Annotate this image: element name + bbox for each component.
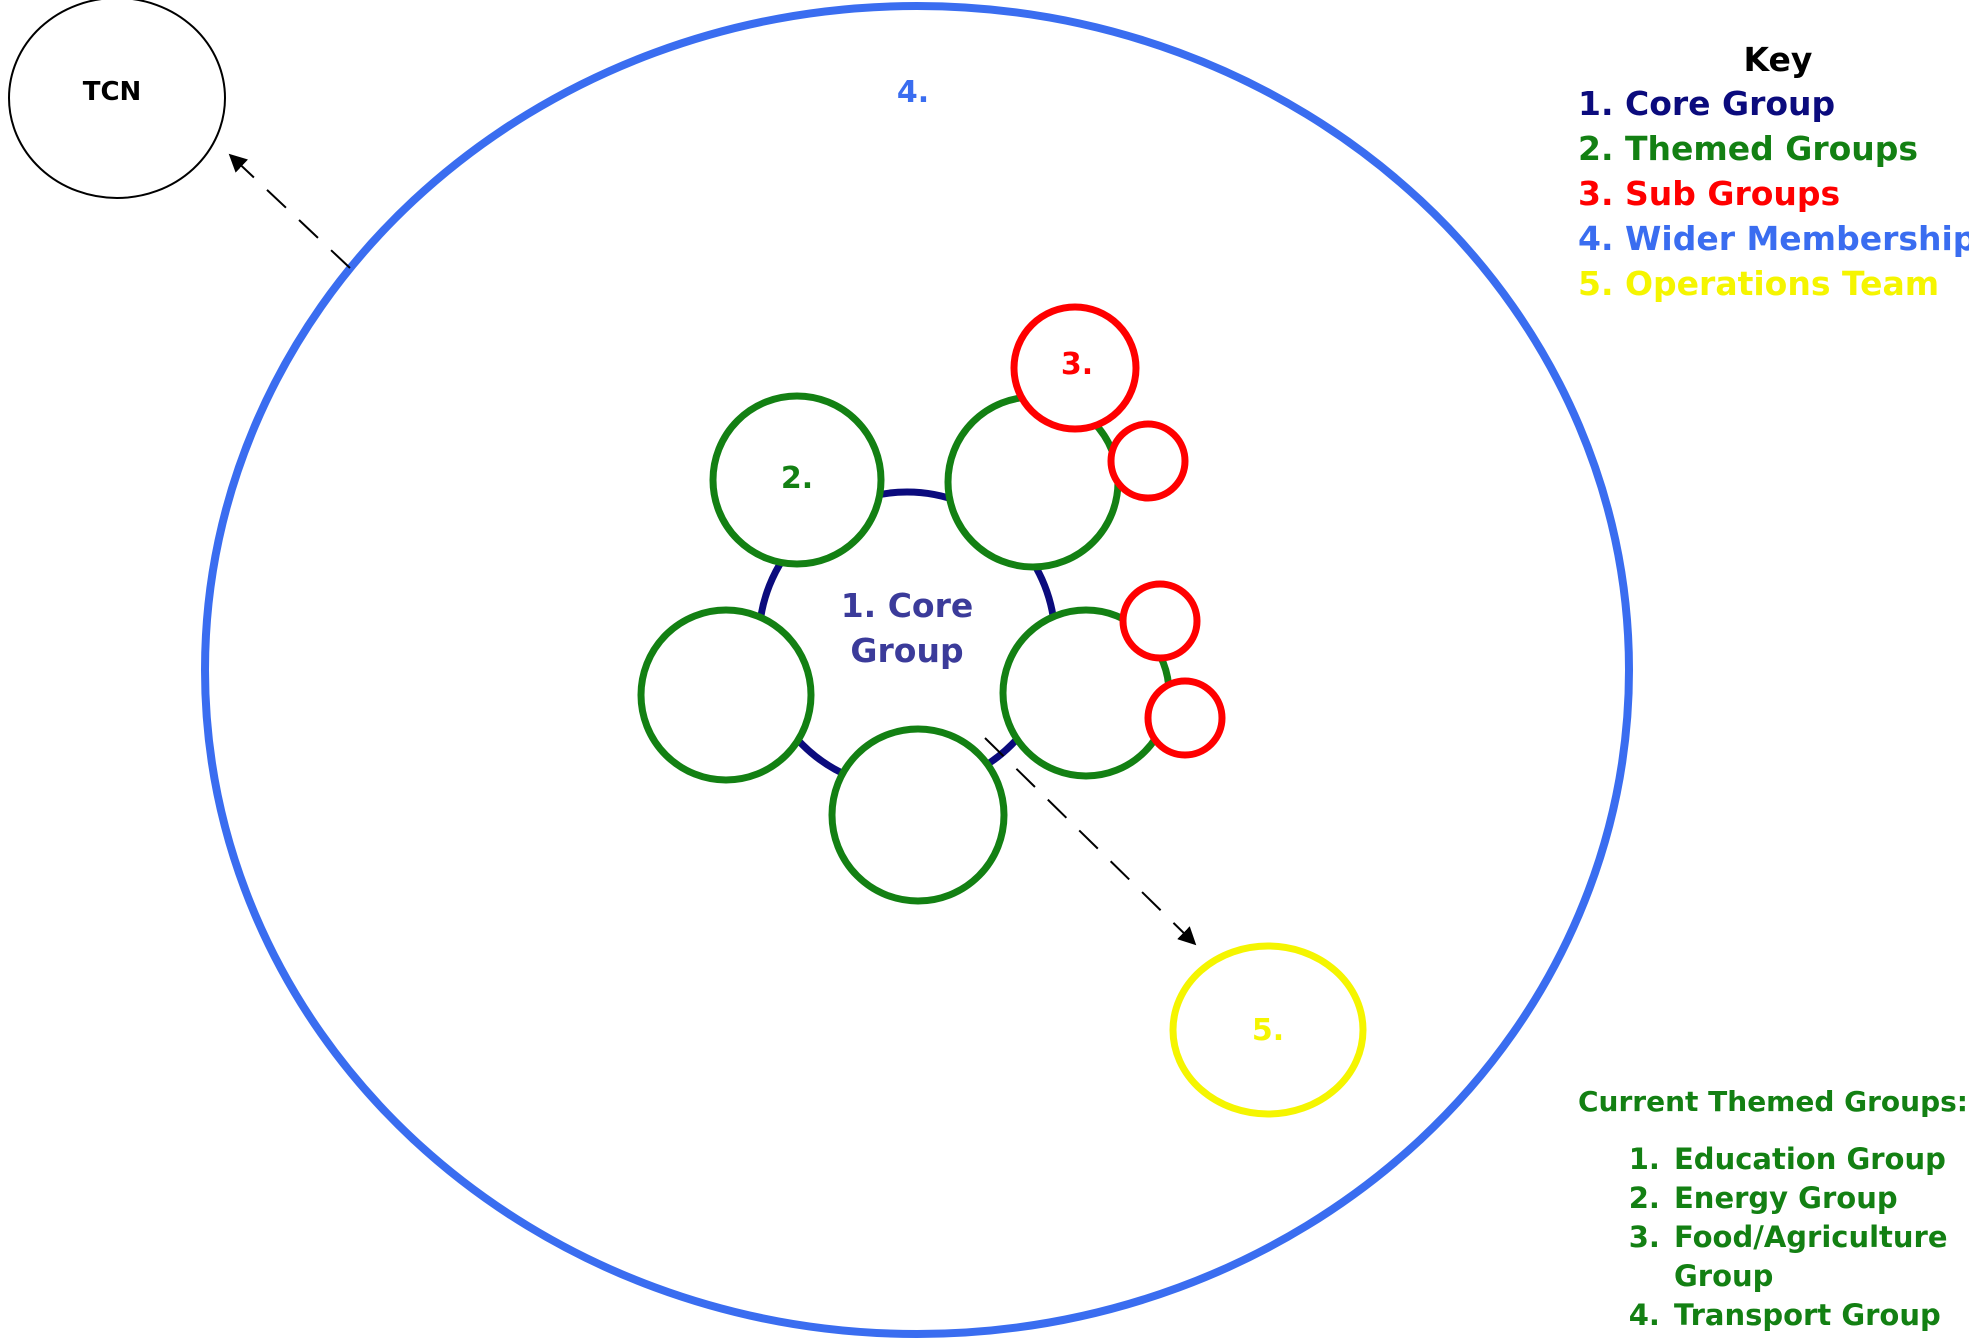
key-title: Key bbox=[1743, 40, 1813, 79]
key-item-themed: 2. Themed Groups bbox=[1578, 129, 1919, 168]
sub-group-circle bbox=[1144, 677, 1226, 759]
themed-group-label: 2. bbox=[781, 461, 813, 496]
operations-team-circle bbox=[1169, 942, 1367, 1118]
core-group-label-line1: 1. Core bbox=[841, 586, 974, 625]
themed-group-circle bbox=[637, 606, 815, 784]
operations-arrow bbox=[984, 737, 1197, 946]
key-item-core: 1. Core Group bbox=[1578, 84, 1836, 123]
sub-group-label: 3. bbox=[1061, 347, 1093, 382]
sub-group-circle bbox=[1107, 420, 1189, 502]
themed-group-item: Food/Agriculture Group bbox=[1670, 1218, 1963, 1296]
current-themed-groups: Current Themed Groups: Education Group E… bbox=[1578, 1085, 1969, 1335]
wider-membership-label: 4. bbox=[897, 75, 929, 110]
themed-group-item: Transport Group bbox=[1670, 1296, 1963, 1335]
key-legend: Key 1. Core Group 2. Themed Groups 3. Su… bbox=[1578, 40, 1969, 306]
tcn-circle bbox=[8, 0, 226, 199]
sub-group-circle bbox=[1119, 580, 1201, 662]
key-item-sub: 3. Sub Groups bbox=[1578, 174, 1841, 213]
themed-group-circle bbox=[828, 725, 1008, 905]
key-item-wider: 4. Wider Membership bbox=[1578, 219, 1969, 258]
operations-team-label: 5. bbox=[1252, 1013, 1284, 1048]
key-item-operations: 5. Operations Team bbox=[1578, 264, 1940, 303]
themed-group-item: Education Group bbox=[1670, 1140, 1963, 1179]
themed-group-circle bbox=[709, 392, 885, 568]
tcn-arrow bbox=[228, 153, 351, 269]
wider-membership-circle bbox=[201, 2, 1633, 1338]
sub-group-circle bbox=[1010, 303, 1140, 433]
themed-group-item: Energy Group bbox=[1670, 1179, 1963, 1218]
core-group-label-line2: Group bbox=[850, 631, 963, 670]
themed-groups-list: Education Group Energy Group Food/Agricu… bbox=[1578, 1140, 1963, 1335]
current-themed-groups-title: Current Themed Groups: bbox=[1578, 1085, 1969, 1118]
tcn-label: TCN bbox=[83, 77, 142, 107]
